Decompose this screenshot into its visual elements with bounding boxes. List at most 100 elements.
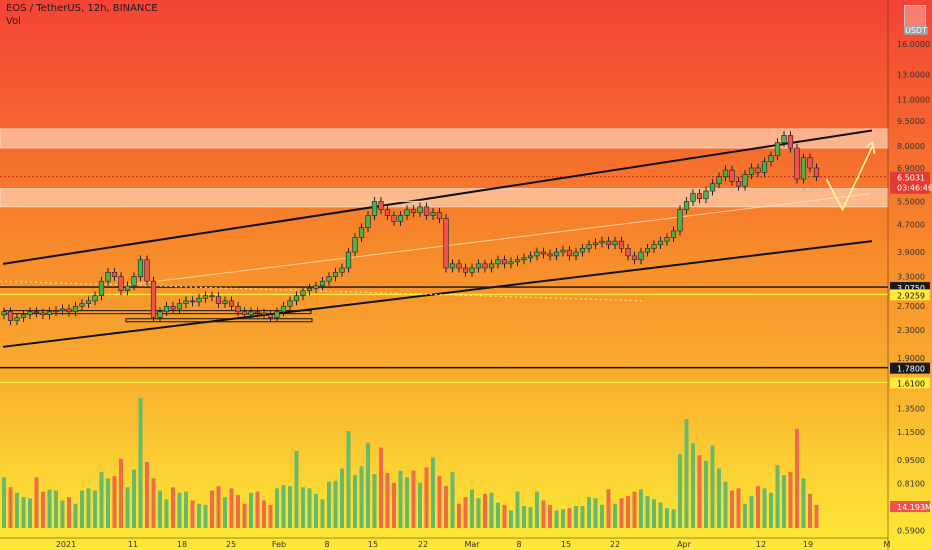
volume-bar [164, 499, 169, 528]
candle [755, 167, 761, 173]
time-tick-label: Feb [272, 540, 286, 549]
volume-bar [626, 496, 630, 528]
candle [495, 259, 501, 265]
volume-bar [119, 458, 123, 528]
volume-bar [769, 492, 773, 528]
volume-bar [613, 503, 617, 528]
time-tick-label: 11 [128, 540, 138, 549]
volume-bar [528, 507, 533, 528]
candle [423, 206, 430, 216]
candle [345, 251, 352, 269]
currency-selector-icon[interactable] [904, 5, 926, 27]
volume-bar [145, 461, 149, 528]
candle [319, 280, 326, 287]
candle [638, 251, 644, 261]
volume-bar [418, 482, 422, 528]
volume-bar [236, 494, 240, 528]
time-tick-label: Apr [677, 540, 692, 549]
volume-bar [93, 490, 97, 528]
candle [14, 317, 20, 321]
volume-bar [80, 490, 84, 528]
time-tick-label: 2021 [56, 540, 76, 549]
volume-bar [190, 500, 195, 528]
price-tick-label: 13.0000 [897, 71, 930, 80]
level-tag: 3.0750 [890, 282, 930, 294]
volume-bar [288, 486, 292, 528]
volume-indicator-label[interactable]: Vol [6, 16, 21, 27]
volume-bar [717, 468, 721, 528]
candle [196, 297, 202, 303]
candle [274, 311, 280, 318]
volume-bar [320, 499, 325, 528]
volume-bar [580, 505, 585, 528]
volume-bar [60, 500, 65, 528]
candle [365, 215, 371, 229]
price-tag-bg [890, 501, 930, 512]
volume-bar [392, 482, 396, 528]
volume-bar [86, 488, 91, 528]
candle [677, 209, 683, 232]
candle [235, 305, 241, 313]
volume-bar [561, 509, 565, 528]
volume-bar [281, 485, 286, 528]
candle [800, 157, 807, 180]
candle [313, 285, 319, 289]
volume-bar [294, 450, 299, 528]
candle [703, 190, 709, 200]
candle [202, 295, 209, 299]
candle [735, 181, 742, 187]
candle [683, 201, 690, 210]
candle [228, 300, 235, 307]
volume-bar [262, 500, 266, 528]
volume-bar [463, 497, 468, 528]
candle [79, 303, 85, 307]
candle [306, 287, 313, 292]
volume-bar [47, 489, 52, 528]
candle [469, 267, 475, 273]
price-tick-label: 11.0000 [897, 95, 930, 104]
volume-bar [379, 447, 383, 528]
candle [352, 237, 358, 253]
candle [248, 311, 254, 315]
candle [300, 290, 306, 296]
volume-bar [327, 481, 331, 528]
volume-bar [41, 491, 45, 528]
volume-bar [184, 491, 188, 528]
candle [222, 300, 228, 304]
symbol-title[interactable]: EOS / TetherUS, 12h, BINANCE [6, 3, 158, 14]
price-tick-label: 0.5900 [897, 526, 925, 535]
time-tick-label: 8 [516, 540, 521, 549]
candle [254, 311, 261, 314]
volume-bar [203, 504, 208, 528]
currency-label[interactable]: USDT [904, 26, 928, 35]
price-tick-label: 0.8100 [897, 480, 925, 489]
candle [813, 167, 820, 178]
volume-tag: 14.193M [890, 501, 932, 512]
candle [430, 212, 436, 216]
candle [456, 263, 462, 269]
candle [729, 169, 735, 182]
volume-bar [691, 443, 695, 528]
midline [119, 193, 871, 287]
volume-bar [372, 474, 377, 528]
volume-bar [138, 398, 143, 528]
level-tag: 1.7800 [890, 362, 930, 374]
volume-bar [457, 503, 461, 528]
time-tick-label: 22 [418, 540, 428, 549]
candle [293, 295, 300, 302]
price-tag-bg [890, 377, 930, 389]
candle [657, 240, 664, 245]
price-tick-label: 4.7000 [897, 221, 925, 230]
volume-bar [762, 488, 767, 528]
candle [540, 251, 547, 255]
time-tick-label: 25 [226, 540, 236, 549]
candle [651, 244, 657, 249]
candle [98, 280, 105, 296]
volume-bar [301, 487, 305, 528]
volume-bar [216, 486, 221, 528]
level-tag: 2.9259 [890, 289, 930, 301]
candle [124, 285, 131, 292]
candle [547, 253, 553, 257]
